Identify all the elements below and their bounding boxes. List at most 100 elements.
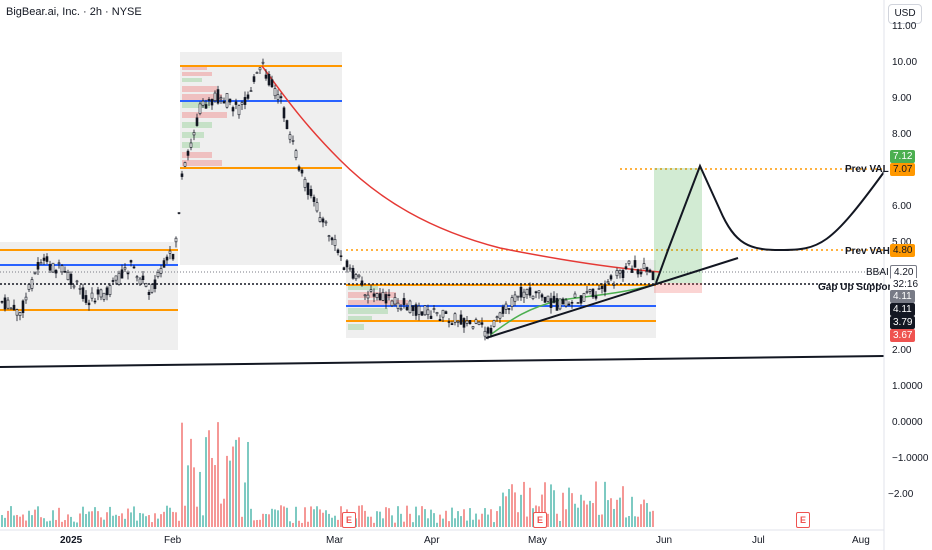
volume-bar bbox=[397, 506, 399, 527]
candle-body bbox=[402, 298, 406, 305]
volume-bar bbox=[271, 508, 273, 527]
candle-body bbox=[162, 260, 166, 268]
candle-body bbox=[549, 298, 553, 309]
volume-bar bbox=[286, 507, 288, 527]
candle-body bbox=[291, 140, 295, 142]
earnings-marker[interactable]: E bbox=[342, 512, 356, 528]
candle-body bbox=[396, 302, 400, 309]
candle-body bbox=[417, 305, 421, 315]
candle-body bbox=[447, 321, 451, 323]
candle-body bbox=[453, 313, 457, 323]
price-axis-tick: 5.00 bbox=[892, 237, 912, 248]
volume-bar bbox=[370, 516, 372, 527]
prev-val-label: Prev VAL bbox=[845, 164, 889, 175]
candle-body bbox=[249, 90, 253, 92]
candle-body bbox=[369, 289, 373, 292]
volume-bar bbox=[196, 506, 198, 527]
candle-body bbox=[540, 294, 544, 298]
candle-body bbox=[153, 279, 157, 289]
volume-bar bbox=[619, 497, 621, 527]
candle-body bbox=[231, 107, 235, 112]
candle-body bbox=[279, 96, 283, 99]
candle-body bbox=[477, 321, 481, 325]
candle-body bbox=[357, 274, 361, 278]
volume-profile-histogram-mar bbox=[348, 284, 408, 330]
currency-button[interactable]: USD bbox=[888, 4, 922, 24]
candle-body bbox=[105, 287, 109, 296]
volume-bar bbox=[4, 517, 6, 527]
volume-bar bbox=[529, 487, 531, 527]
candle-body bbox=[48, 264, 52, 271]
volume-bar bbox=[292, 522, 294, 527]
volume-bar bbox=[451, 507, 453, 527]
candle-body bbox=[528, 287, 532, 296]
candle-body bbox=[258, 67, 262, 71]
volume-bar bbox=[22, 514, 24, 527]
volume-bar bbox=[568, 487, 570, 527]
oscillator-axis-tick: −1.0000 bbox=[892, 453, 929, 464]
earnings-marker[interactable]: E bbox=[533, 512, 547, 528]
volume-bar bbox=[469, 508, 471, 527]
volume-bar bbox=[511, 484, 513, 527]
volume-bar bbox=[379, 511, 381, 527]
volume-bar bbox=[283, 506, 285, 527]
volume-bar bbox=[316, 506, 318, 527]
earnings-marker[interactable]: E bbox=[796, 512, 810, 528]
candle-body bbox=[270, 79, 274, 88]
candle-body bbox=[534, 291, 538, 294]
oscillator-axis-tick: −2.00 bbox=[888, 489, 914, 500]
volume-bar bbox=[313, 509, 315, 527]
candle-body bbox=[426, 309, 430, 316]
candle-body bbox=[420, 311, 424, 316]
chart-title: BigBear.ai, Inc. · 2h · NYSE bbox=[6, 6, 142, 18]
volume-bar bbox=[448, 521, 450, 527]
candle-body bbox=[441, 309, 445, 318]
volume-bar bbox=[202, 515, 204, 527]
candle-body bbox=[465, 320, 469, 324]
candle-body bbox=[618, 269, 622, 274]
candle-body bbox=[333, 239, 337, 246]
candle-body bbox=[159, 268, 163, 274]
volume-bar bbox=[58, 507, 60, 527]
volume-bar bbox=[154, 513, 156, 527]
candle-body bbox=[588, 289, 592, 292]
candle-body bbox=[378, 293, 382, 301]
volume-bar bbox=[208, 430, 210, 527]
candle-body bbox=[651, 271, 655, 281]
volume-bar bbox=[463, 509, 465, 527]
volume-bar bbox=[604, 481, 606, 527]
volume-bar bbox=[163, 511, 165, 527]
volume-bar bbox=[55, 519, 57, 527]
candle-body bbox=[336, 249, 340, 254]
candle-body bbox=[390, 300, 394, 306]
candle-body bbox=[42, 257, 46, 261]
candle-body bbox=[591, 288, 595, 298]
candle-body bbox=[543, 296, 547, 303]
candle-body bbox=[564, 299, 568, 307]
volume-bar bbox=[400, 513, 402, 527]
candle-body bbox=[408, 300, 412, 314]
time-axis-tick: Apr bbox=[424, 535, 440, 546]
volume-bar bbox=[64, 520, 66, 527]
volume-bar bbox=[109, 506, 111, 527]
candle-body bbox=[237, 105, 241, 116]
candle-body bbox=[438, 319, 442, 321]
candle-body bbox=[294, 150, 298, 158]
ma-red bbox=[261, 65, 661, 273]
candle-body bbox=[432, 308, 436, 310]
candle-body bbox=[507, 308, 511, 310]
candle-body bbox=[372, 293, 376, 297]
volume-bar bbox=[160, 514, 162, 527]
volume-bar bbox=[616, 499, 618, 527]
candle-body bbox=[36, 261, 40, 270]
candle-body bbox=[3, 297, 7, 310]
candle-body bbox=[84, 295, 88, 303]
volume-bar bbox=[28, 510, 30, 527]
candle-body bbox=[297, 166, 301, 171]
volume-bar bbox=[559, 520, 561, 527]
volume-bar bbox=[433, 513, 435, 527]
candle-body bbox=[252, 76, 256, 82]
candle-body bbox=[45, 256, 49, 262]
candle-body bbox=[183, 162, 187, 167]
